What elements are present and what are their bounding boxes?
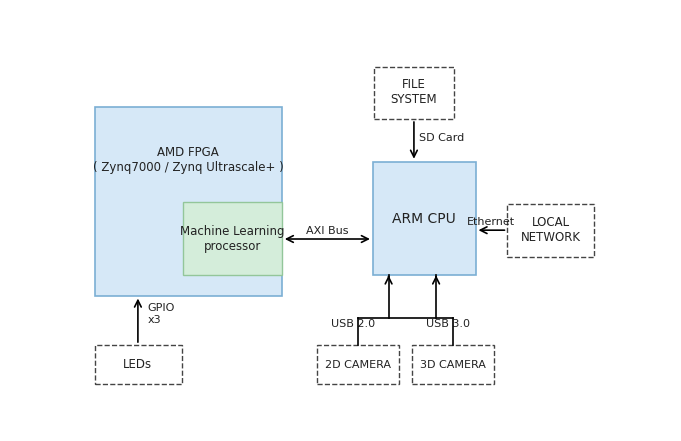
Text: ARM CPU: ARM CPU: [392, 212, 456, 226]
FancyBboxPatch shape: [183, 202, 282, 275]
Text: USB 2.0: USB 2.0: [330, 319, 375, 329]
Text: FILE
SYSTEM: FILE SYSTEM: [391, 78, 437, 106]
Text: AXI Bus: AXI Bus: [306, 226, 349, 235]
Text: AMD FPGA
( Zynq7000 / Zynq Ultrascale+ ): AMD FPGA ( Zynq7000 / Zynq Ultrascale+ ): [93, 146, 283, 174]
FancyBboxPatch shape: [373, 161, 475, 275]
FancyBboxPatch shape: [95, 107, 282, 296]
Text: USB 3.0: USB 3.0: [426, 319, 469, 329]
Text: Ethernet: Ethernet: [466, 217, 515, 227]
Text: SD Card: SD Card: [419, 134, 464, 143]
Text: Machine Learning
processor: Machine Learning processor: [180, 225, 285, 253]
Text: LEDs: LEDs: [123, 358, 153, 371]
Text: 3D CAMERA: 3D CAMERA: [420, 360, 486, 370]
Text: GPIO
x3: GPIO x3: [147, 303, 175, 325]
Text: LOCAL
NETWORK: LOCAL NETWORK: [520, 216, 581, 244]
Text: 2D CAMERA: 2D CAMERA: [325, 360, 391, 370]
